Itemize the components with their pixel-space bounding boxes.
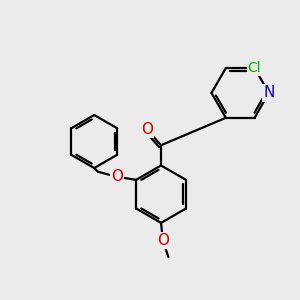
Text: O: O xyxy=(157,233,169,248)
Text: O: O xyxy=(141,122,153,137)
Text: Cl: Cl xyxy=(248,61,261,75)
Text: O: O xyxy=(111,169,123,184)
Text: N: N xyxy=(263,85,275,100)
